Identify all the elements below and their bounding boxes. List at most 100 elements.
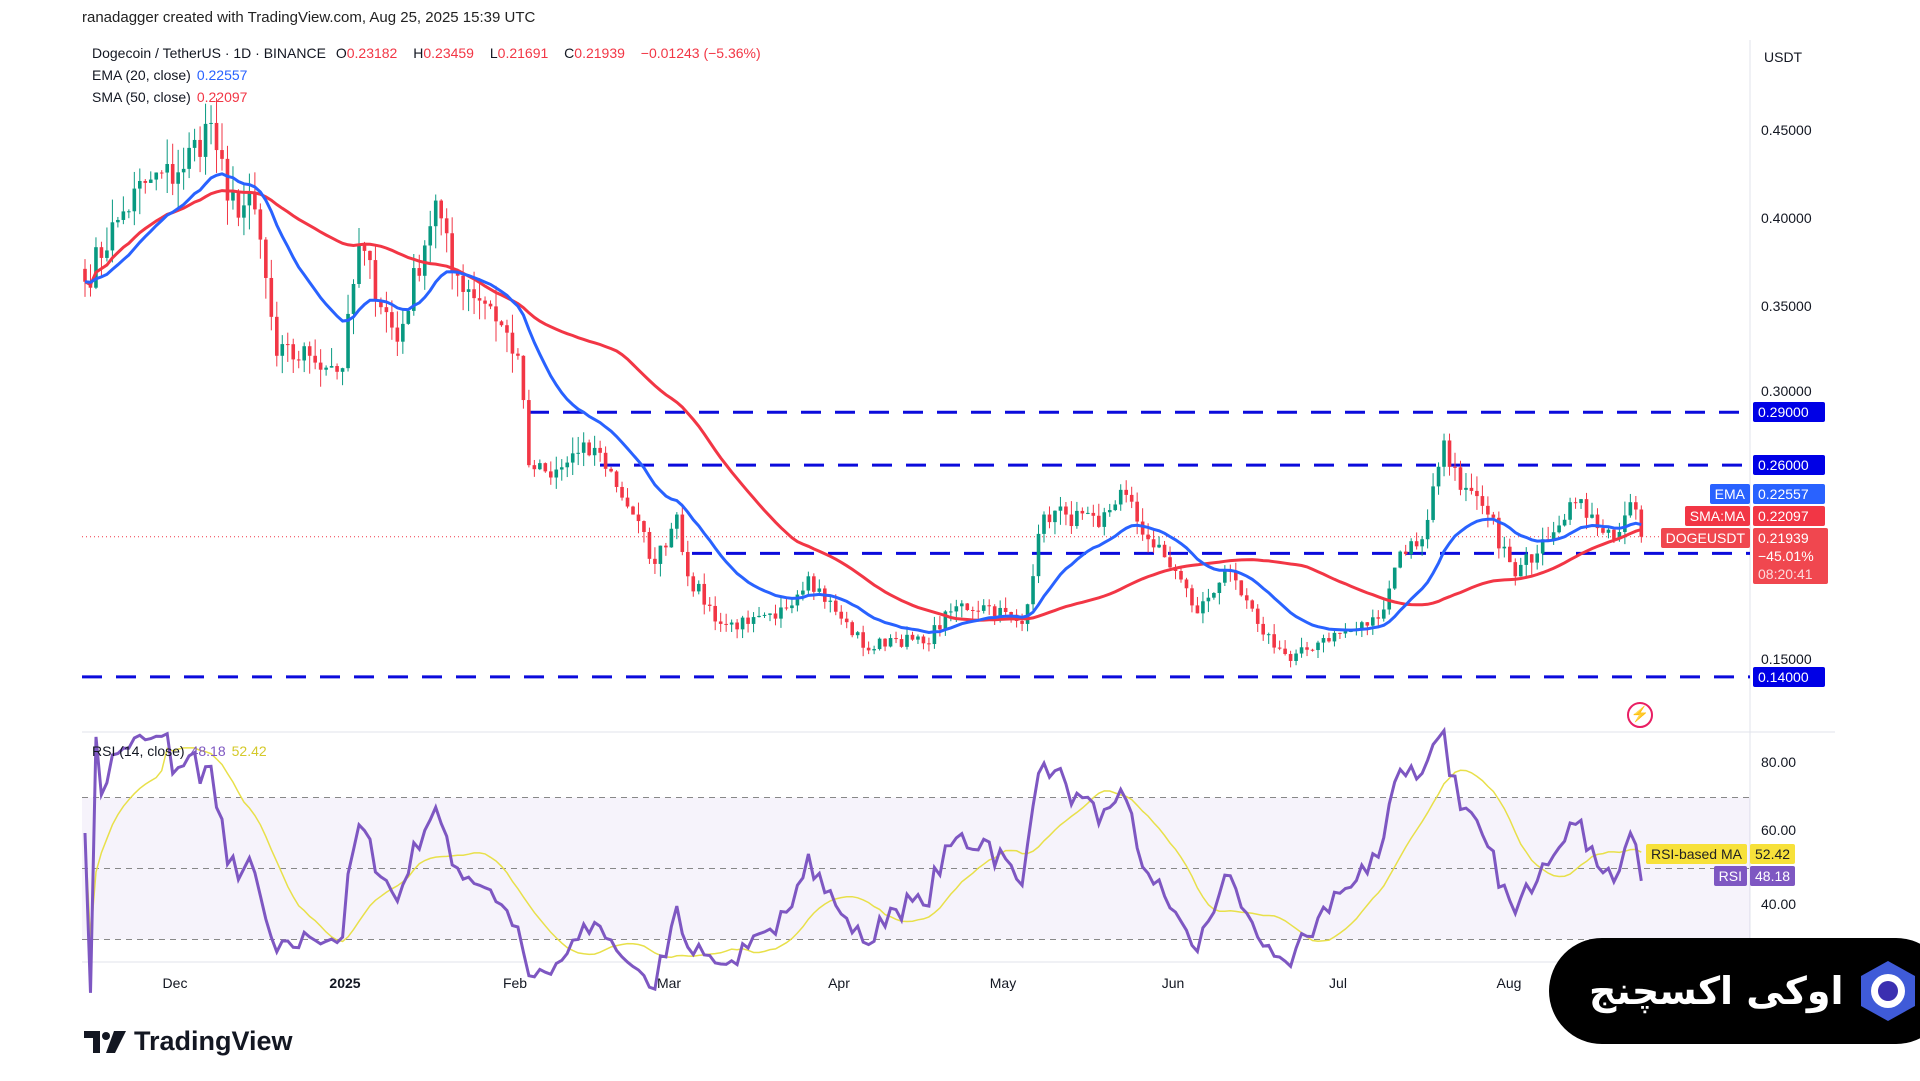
candle <box>729 619 734 633</box>
candle <box>1497 511 1501 559</box>
candle-body <box>795 594 800 606</box>
candle-body <box>729 622 734 625</box>
candle-body <box>516 353 520 356</box>
candle <box>1398 550 1402 569</box>
rsi-tick: 40.00 <box>1761 896 1797 912</box>
candle-body <box>433 200 438 227</box>
candle-body <box>801 590 805 595</box>
candle-body <box>806 576 811 591</box>
candle <box>302 342 306 373</box>
candle-body <box>735 622 739 630</box>
rsi-value: 48.18 <box>190 743 226 759</box>
candle <box>1431 473 1435 523</box>
candle <box>132 171 137 226</box>
candle <box>762 612 767 619</box>
candle <box>1392 567 1397 590</box>
candle <box>1634 495 1638 520</box>
candle-body <box>877 638 882 650</box>
candle-body <box>1195 605 1200 614</box>
candle <box>1332 627 1337 647</box>
ema-20-line <box>84 172 1642 635</box>
candle <box>1157 536 1161 549</box>
candle-body <box>165 164 169 173</box>
candle-body <box>477 298 482 301</box>
candle <box>894 631 898 644</box>
candle-body <box>384 307 389 313</box>
candle <box>275 301 279 367</box>
candle <box>707 597 712 612</box>
candle-body <box>214 122 219 151</box>
symbol-name[interactable]: Dogecoin / TetherUS · 1D · BINANCE <box>92 45 326 61</box>
candle <box>1403 544 1408 556</box>
candle-body <box>1332 632 1337 642</box>
candle-body <box>1475 490 1479 497</box>
candle-body <box>368 250 372 261</box>
candle-body <box>236 191 241 218</box>
candle-body <box>275 316 279 356</box>
candle-body <box>812 576 816 592</box>
lightning-alert-icon[interactable]: ⚡ <box>1627 702 1653 728</box>
candle-body <box>779 607 783 619</box>
candle-body <box>625 497 630 507</box>
candle <box>543 462 548 473</box>
candle-body <box>1327 638 1331 642</box>
candle <box>264 237 268 299</box>
candle <box>1234 562 1238 590</box>
candle <box>285 332 290 362</box>
time-tick: Feb <box>502 975 528 991</box>
candle-body <box>1486 505 1490 515</box>
ema-legend[interactable]: EMA (20, close) 0.22557 <box>92 67 253 83</box>
candle <box>466 279 471 312</box>
candle-body <box>1464 487 1468 490</box>
candle-body <box>1064 506 1068 515</box>
candle-body <box>1294 653 1298 661</box>
candle-body <box>401 323 405 342</box>
candle <box>1223 565 1227 587</box>
candle-body <box>1573 502 1578 504</box>
candle-body <box>390 312 394 328</box>
candle-body <box>1338 632 1342 634</box>
candle <box>625 488 630 509</box>
candle <box>686 540 690 587</box>
candle-body <box>1031 576 1035 605</box>
candle <box>1217 582 1222 605</box>
candle <box>291 338 296 373</box>
candle-body <box>888 638 893 647</box>
candle <box>390 300 394 340</box>
ema-label: EMA (20, close) <box>92 67 191 83</box>
candle-body <box>1634 502 1638 510</box>
candle-body <box>351 283 356 314</box>
sma-legend[interactable]: SMA (50, close) 0.22097 <box>92 89 253 105</box>
candle-body <box>472 289 476 299</box>
high-label: H <box>413 45 424 61</box>
candle <box>1535 544 1539 570</box>
candle-body <box>1535 553 1539 563</box>
candle <box>866 641 871 655</box>
rsi-legend[interactable]: RSI (14, close) 48.18 52.42 <box>92 743 273 759</box>
candle-body <box>1042 514 1046 534</box>
candle <box>1310 648 1315 652</box>
candle-body <box>1075 510 1079 527</box>
candle-body <box>280 344 285 356</box>
candle <box>1190 584 1194 613</box>
price-chart[interactable] <box>0 0 1920 1010</box>
candle <box>554 456 559 489</box>
candle <box>1086 506 1090 515</box>
candle-body <box>1250 600 1255 609</box>
candle <box>740 615 745 639</box>
candle <box>905 626 909 650</box>
candle-body <box>324 367 328 370</box>
candle <box>1047 506 1052 529</box>
candle-body <box>828 600 833 602</box>
candle-body <box>1107 510 1112 513</box>
candle-body <box>1255 608 1260 624</box>
candle <box>1513 558 1518 586</box>
sma-label: SMA (50, close) <box>92 89 191 105</box>
candle-body <box>335 366 339 372</box>
candle <box>296 350 301 369</box>
candle <box>653 547 657 574</box>
candle <box>483 296 487 320</box>
candle <box>1540 527 1545 566</box>
candle <box>751 612 756 633</box>
candle <box>143 179 148 194</box>
